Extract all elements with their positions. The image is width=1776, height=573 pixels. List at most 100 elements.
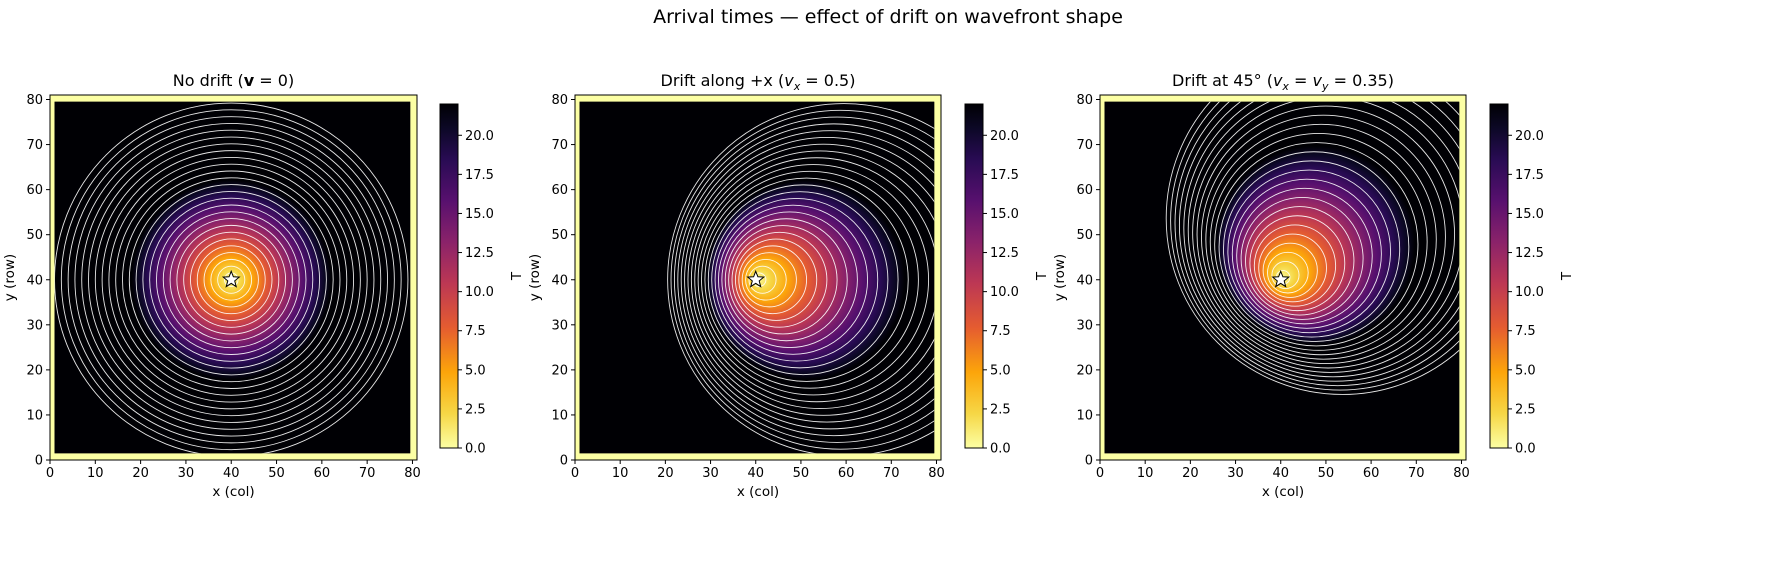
- contour-line: [54, 102, 409, 454]
- panel-title-part: Drift along +x (: [661, 71, 785, 90]
- y-tick-label: 80: [1076, 93, 1093, 108]
- x-tick-label: 70: [883, 466, 900, 481]
- contour-line: [122, 170, 341, 389]
- colorbar-tick-label: 5.0: [1515, 363, 1536, 378]
- panel-title-part: x: [793, 80, 801, 93]
- contour-line: [674, 116, 935, 443]
- panel-title: Drift at 45° (vx = vy = 0.35): [1172, 71, 1394, 93]
- colorbar-tick-label: 17.5: [990, 168, 1019, 183]
- contour-line: [741, 252, 797, 308]
- x-tick-label: 20: [657, 466, 674, 481]
- x-axis-label: x (col): [737, 484, 779, 500]
- x-axis-label: x (col): [212, 484, 254, 500]
- contour-line: [108, 156, 355, 403]
- axes-frame: [1099, 94, 1467, 461]
- x-tick-label: 40: [223, 466, 240, 481]
- panel-title-part: Drift at 45° (: [1172, 71, 1273, 90]
- contour-line: [1253, 224, 1337, 307]
- contour-line: [1271, 261, 1300, 290]
- x-tick-label: 60: [314, 466, 331, 481]
- x-tick-label: 70: [359, 466, 376, 481]
- x-tick-label: 50: [268, 466, 285, 481]
- x-axis-label: x (col): [1262, 484, 1304, 500]
- contour-line: [714, 197, 879, 362]
- panel-title-part: v: [1313, 71, 1323, 90]
- source-star-icon: [746, 269, 766, 288]
- panel-title-part: y: [1321, 80, 1329, 93]
- y-tick-label: 20: [551, 363, 568, 378]
- colorbar-tick-label: 5.0: [465, 363, 486, 378]
- y-tick-label: 30: [551, 318, 568, 333]
- x-tick-label: 30: [178, 466, 195, 481]
- x-tick-label: 0: [1096, 466, 1104, 481]
- x-tick-label: 40: [747, 466, 764, 481]
- contour-line: [670, 109, 935, 450]
- colorbar-tick-label: 7.5: [990, 324, 1011, 339]
- colorbar-tick-label: 10.0: [990, 285, 1019, 300]
- panel-title: No drift (v = 0): [173, 71, 294, 90]
- contour-line: [1249, 215, 1346, 312]
- contour-line: [1205, 123, 1437, 356]
- y-tick-label: 70: [551, 138, 568, 153]
- colorbar-tick-label: 0.0: [1515, 442, 1536, 457]
- x-tick-label: 20: [1182, 466, 1199, 481]
- contour-line: [701, 170, 919, 389]
- contour-line: [745, 258, 787, 301]
- colorbar: 0.0 2.5 5.0 7.5 10.0 12.5 15.0 17.5 20.0 T: [964, 103, 1050, 457]
- y-axis-label: y (row): [2, 254, 18, 301]
- contour-line: [748, 265, 777, 294]
- contour-line: [1187, 101, 1460, 373]
- colorbar-tick-label: 17.5: [1515, 168, 1544, 183]
- y-tick-label: 50: [26, 228, 43, 243]
- colorbar-tick-label: 20.0: [465, 129, 494, 144]
- contour-line: [183, 231, 280, 328]
- colorbar: 0.0 2.5 5.0 7.5 10.0 12.5 15.0 17.5 20.0 T: [1489, 103, 1575, 457]
- axes-frame: [49, 94, 418, 461]
- contour-line: [711, 191, 889, 369]
- contour-line: [1258, 233, 1327, 303]
- contour-line: [1179, 101, 1460, 382]
- y-tick-label: 0: [560, 454, 568, 469]
- heatmap-panel: 0 10 20 30 40 50 60 70 80 0 10 20 30 40 50 60 70 80 x (col…: [2, 71, 421, 500]
- contour-line: [176, 224, 287, 335]
- colorbar-tick-label: 10.0: [1515, 285, 1544, 300]
- contour-line: [728, 225, 838, 335]
- colorbar-tick-label: 7.5: [465, 324, 486, 339]
- y-tick-label: 40: [26, 273, 43, 288]
- x-tick-label: 70: [1408, 466, 1425, 481]
- contour-line: [1192, 101, 1460, 369]
- contour-line: [169, 218, 293, 342]
- y-tick-label: 30: [26, 318, 43, 333]
- contour-line: [1200, 114, 1446, 360]
- contour-line: [1196, 105, 1456, 365]
- contour-line: [1214, 142, 1419, 347]
- contour-line: [1231, 178, 1382, 329]
- colorbar-tick-label: 2.5: [1515, 402, 1536, 417]
- y-tick-label: 0: [35, 454, 43, 469]
- panel-title-part: v: [784, 71, 794, 90]
- contour-line: [734, 238, 818, 321]
- contour-line: [162, 211, 300, 349]
- x-tick-label: 0: [46, 466, 54, 481]
- arrival-time-field: [1104, 101, 1460, 454]
- colorbar-tick-label: 20.0: [990, 129, 1019, 144]
- x-tick-label: 60: [1363, 466, 1380, 481]
- y-tick-label: 60: [1076, 183, 1093, 198]
- figure-suptitle: Arrival times — effect of drift on wavef…: [653, 6, 1123, 28]
- axes-frame: [574, 94, 942, 461]
- colorbar-fill: [964, 103, 984, 449]
- colorbar-tick-label: 12.5: [1515, 246, 1544, 261]
- panel-title-part: v: [1273, 71, 1283, 90]
- source-star-icon: [1271, 269, 1291, 288]
- contour-line: [190, 238, 273, 321]
- contour-line: [88, 136, 375, 423]
- panel-title-part: = 0.35): [1329, 71, 1394, 90]
- contour-line: [707, 184, 899, 376]
- y-tick-label: 30: [1076, 318, 1093, 333]
- colorbar-tick-label: 0.0: [465, 442, 486, 457]
- contour-line: [1267, 251, 1309, 294]
- x-tick-label: 30: [1227, 466, 1244, 481]
- colorbar: 0.0 2.5 5.0 7.5 10.0 12.5 15.0 17.5 20.0 T: [439, 103, 525, 457]
- contour-line: [690, 150, 935, 409]
- y-tick-label: 80: [551, 93, 568, 108]
